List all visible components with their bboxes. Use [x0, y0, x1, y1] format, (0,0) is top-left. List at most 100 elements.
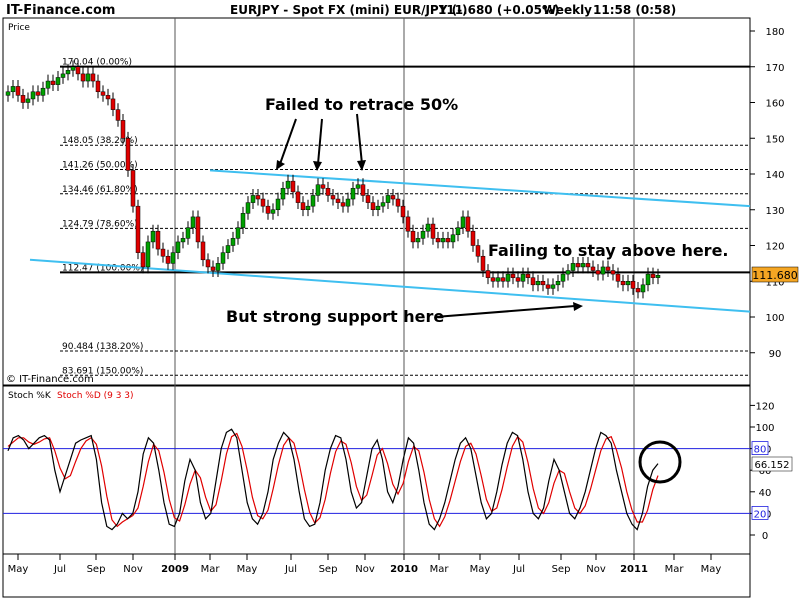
header-bar [0, 0, 800, 18]
candle-body [520, 273, 526, 282]
candle-body [295, 191, 301, 203]
trendline-upper [209, 169, 751, 208]
candle-body [405, 216, 411, 232]
fib-label: 112.47 (100.00%) [62, 263, 143, 273]
annotation-failing: Failing to stay above here. [488, 241, 729, 260]
candle-body [615, 273, 621, 282]
candle-body [190, 216, 196, 228]
candle-body [370, 202, 376, 211]
candle-body [125, 138, 131, 171]
candle-body [285, 180, 291, 189]
candle-body [485, 270, 491, 278]
retrace-arrowhead-1 [276, 160, 285, 170]
candle-body [510, 273, 516, 278]
stoch-panel[interactable] [2, 385, 751, 555]
candle-body [200, 241, 206, 261]
candle-body [340, 202, 346, 207]
candle-body [550, 284, 556, 289]
candle-body [75, 66, 81, 75]
candle-body [360, 184, 366, 196]
x-tick-label: Nov [355, 564, 375, 575]
candle-body [50, 80, 56, 85]
candle-body [260, 198, 266, 207]
candle-body [15, 86, 21, 96]
stoch-y-tick-label: 120 [755, 401, 774, 412]
candle-body [90, 73, 96, 82]
candle-body [160, 248, 166, 257]
price-panel[interactable] [2, 17, 751, 386]
candle-body [180, 238, 186, 243]
candle-body [500, 277, 506, 282]
candle-body [565, 270, 571, 275]
candle-body [605, 266, 611, 271]
x-tick-label: 2011 [620, 564, 648, 575]
candle-body [575, 263, 581, 268]
candle-body [355, 184, 361, 189]
fib-label: 134.46 (61.80%) [62, 185, 138, 195]
candle-body [245, 202, 251, 214]
support-arrow [434, 305, 576, 318]
candle-body [585, 263, 591, 268]
candle-body [345, 198, 351, 207]
candle-body [240, 213, 246, 228]
stoch-y-tick-label: 100 [755, 423, 774, 434]
candle-body [450, 234, 456, 243]
candle-body [270, 209, 276, 214]
x-tick-label: 2010 [390, 564, 418, 575]
interval-label[interactable]: Weekly [543, 3, 592, 17]
fib-label: 148.05 (38.20%) [62, 136, 138, 146]
candle-body [545, 284, 551, 289]
price-panel-label: Price [8, 23, 30, 33]
stoch-band-tag-label: 20 [754, 509, 767, 520]
candle-body [470, 230, 476, 246]
site-name[interactable]: IT-Finance.com [6, 3, 115, 18]
candle-body [400, 205, 406, 218]
candle-body [475, 245, 481, 257]
candle-body [115, 109, 121, 121]
candle-body [165, 255, 171, 264]
retrace-arrow-2 [317, 118, 323, 165]
candle-body [225, 245, 231, 253]
x-tick-label: 2009 [161, 564, 189, 575]
candle-body [530, 277, 536, 286]
x-tick-label: May [8, 564, 29, 575]
candle-body [25, 98, 31, 103]
price-y-tick-label: 160 [765, 99, 784, 110]
last-price-tag-text: 111.680 [752, 269, 798, 282]
candle-body [30, 91, 36, 100]
candle-body [255, 195, 261, 200]
candle-body [35, 91, 41, 96]
candle-body [375, 205, 381, 211]
candle-body [275, 198, 281, 210]
candle-body [40, 87, 46, 96]
support-arrowhead [573, 302, 583, 311]
candle-body [110, 98, 116, 110]
stoch-k-label: Stoch %K [8, 391, 52, 401]
candle-body [350, 188, 356, 200]
retrace-arrowhead-2 [313, 161, 322, 171]
trendline-lower [29, 258, 751, 313]
candle-body [300, 202, 306, 211]
candle-body [150, 230, 156, 243]
candle-body [135, 205, 141, 253]
stoch-d-label: Stoch %D (9 3 3) [57, 391, 134, 401]
x-axis-labels: May Jul Sep Nov 2009 Mar May Jul Sep Nov 2010 Mar Ma… [8, 554, 721, 575]
price-y-tick-label: 170 [765, 63, 784, 74]
last-price-tag [751, 266, 799, 283]
candle-body [420, 230, 426, 239]
x-tick-label: Mar [201, 564, 221, 575]
x-tick-label: Jul [512, 564, 525, 575]
candle-body [220, 252, 226, 264]
price-y-tick-label: 110 [765, 277, 784, 288]
x-tick-label: May [470, 564, 491, 575]
price-y-tick-label: 180 [765, 27, 784, 38]
annotation-support: But strong support here [226, 302, 583, 326]
candle-body [175, 241, 181, 253]
candle-body [265, 205, 271, 214]
x-tick-label: Sep [319, 564, 338, 575]
candle-body [460, 216, 466, 228]
instrument-title: EURJPY - Spot FX (mini) EUR/JPY (-) [230, 3, 468, 17]
annotation-support-text: But strong support here [226, 307, 444, 326]
candle-body [495, 277, 501, 282]
